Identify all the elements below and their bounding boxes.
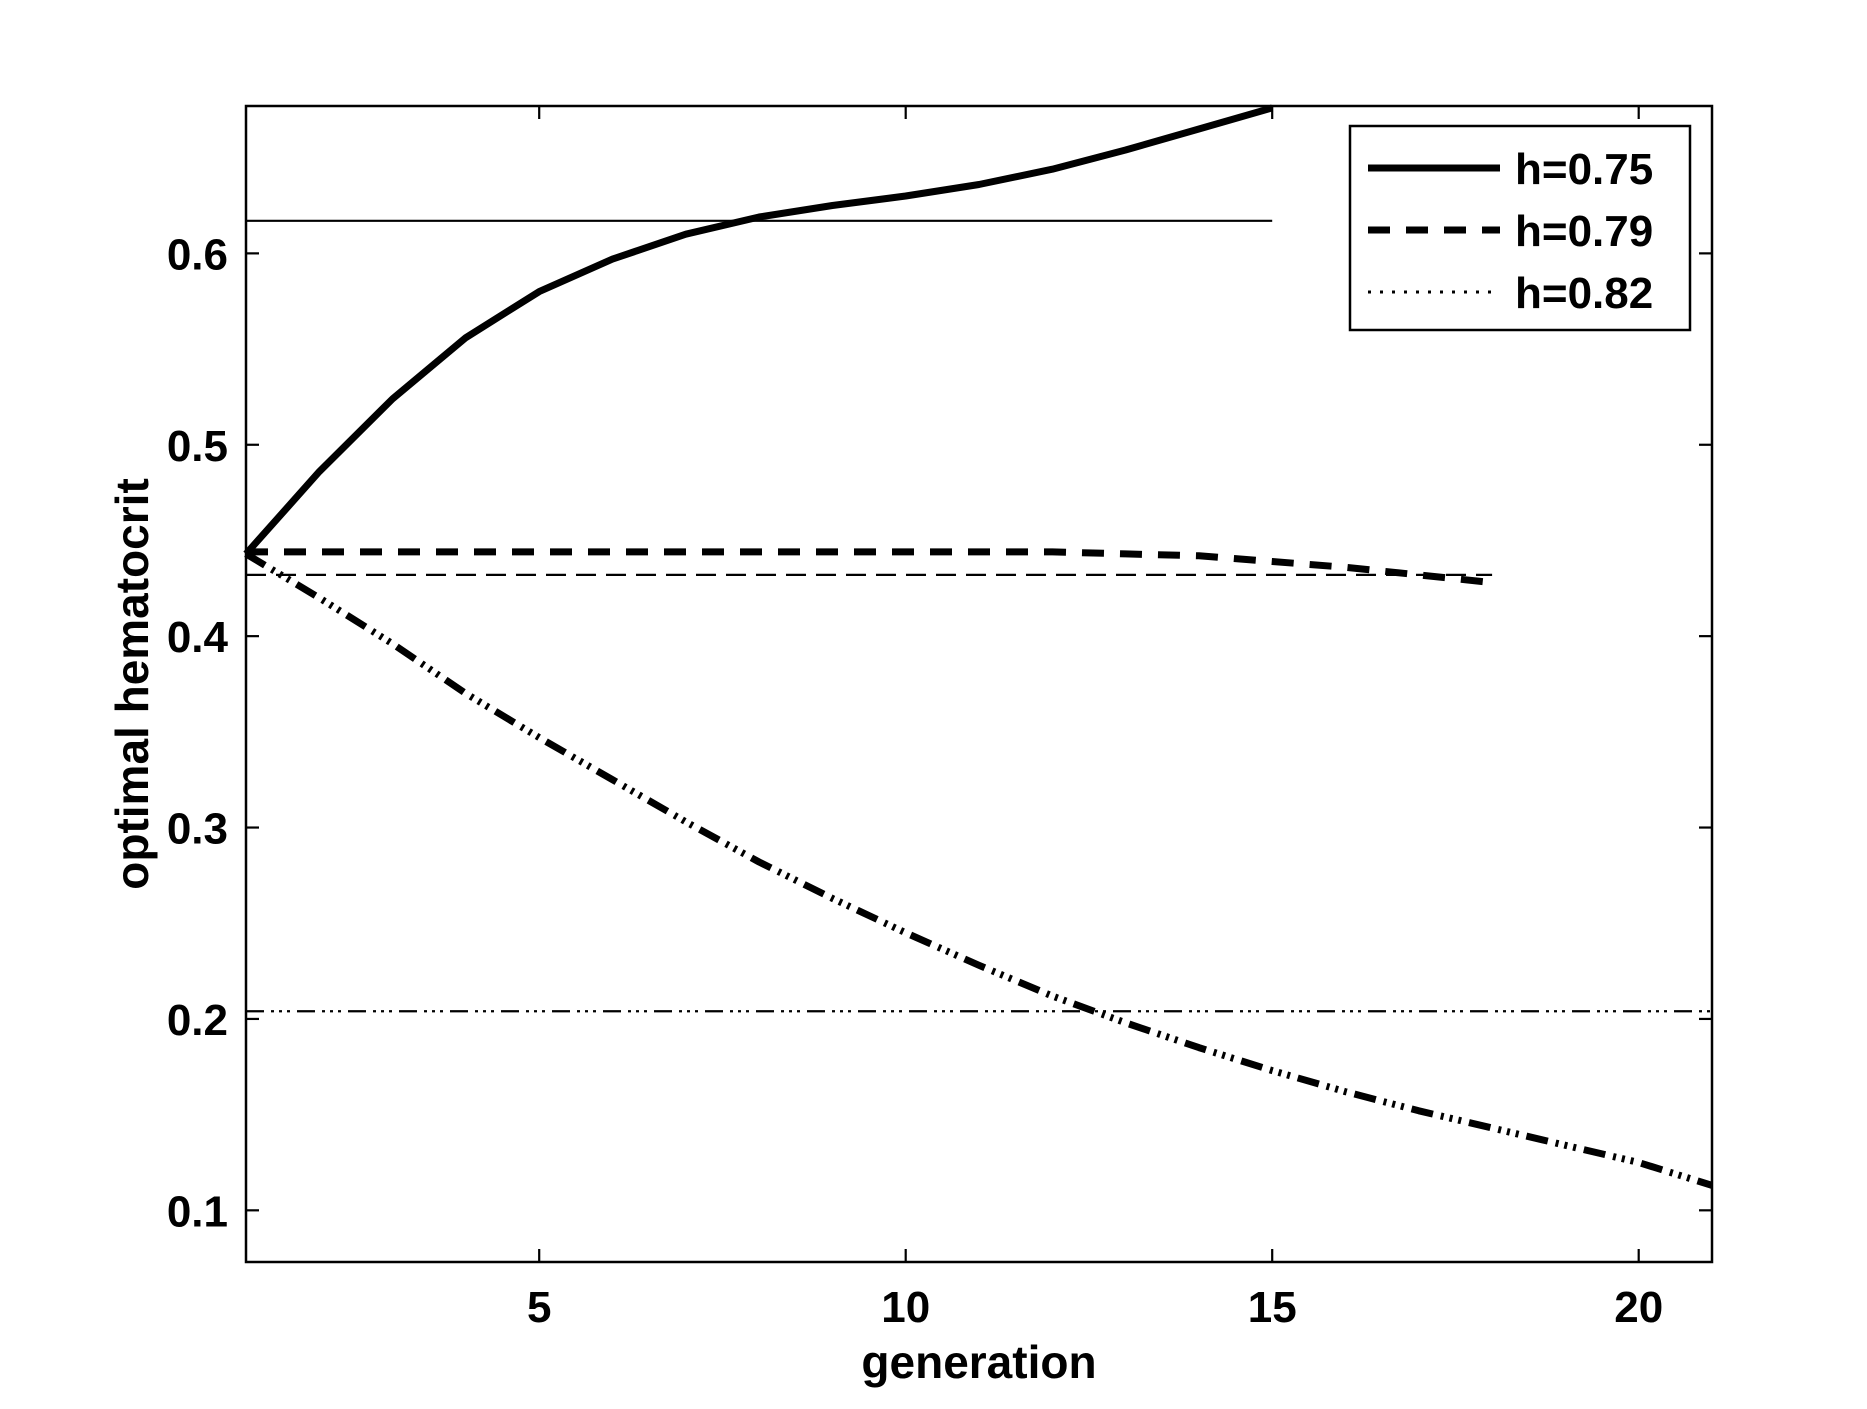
legend-entries: h=0.75 h=0.79 h=0.82 (1368, 145, 1653, 318)
y-tick-label: 0.5 (167, 422, 228, 471)
legend: h=0.75 h=0.79 h=0.82 (1348, 124, 1692, 332)
series-lines (243, 104, 1714, 1189)
legend-label-3: h=0.82 (1515, 269, 1653, 318)
axis-ticks (246, 106, 1712, 1262)
x-tick-label: 20 (1614, 1283, 1663, 1332)
legend-label-1: h=0.75 (1515, 145, 1653, 194)
x-axis-title: generation (861, 1336, 1096, 1388)
x-tick-label: 10 (881, 1283, 930, 1332)
series-line-3 (244, 550, 1714, 1189)
y-axis-title: optimal hematocrit (106, 478, 158, 890)
y-tick-label: 0.4 (167, 613, 229, 662)
series-line-2 (246, 548, 1493, 587)
y-tick-label: 0.2 (167, 996, 228, 1045)
tick-labels: 5 10 15 20 0.1 0.2 0.3 0.4 0.5 0.6 (167, 230, 1663, 1332)
x-tick-label: 5 (527, 1283, 551, 1332)
y-tick-label: 0.3 (167, 805, 228, 854)
series-line-1 (243, 104, 1274, 557)
reference-lines (246, 219, 1712, 1013)
x-tick-label: 15 (1248, 1283, 1297, 1332)
y-tick-label: 0.1 (167, 1187, 228, 1236)
plot-area-frame (244, 104, 1714, 1264)
legend-label-2: h=0.79 (1515, 207, 1653, 256)
y-tick-label: 0.6 (167, 230, 228, 279)
